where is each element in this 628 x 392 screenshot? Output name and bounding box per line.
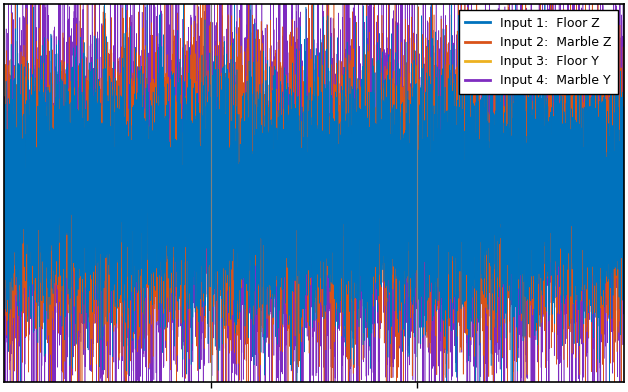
Legend: Input 1:  Floor Z, Input 2:  Marble Z, Input 3:  Floor Y, Input 4:  Marble Y: Input 1: Floor Z, Input 2: Marble Z, Inp… <box>458 11 617 94</box>
